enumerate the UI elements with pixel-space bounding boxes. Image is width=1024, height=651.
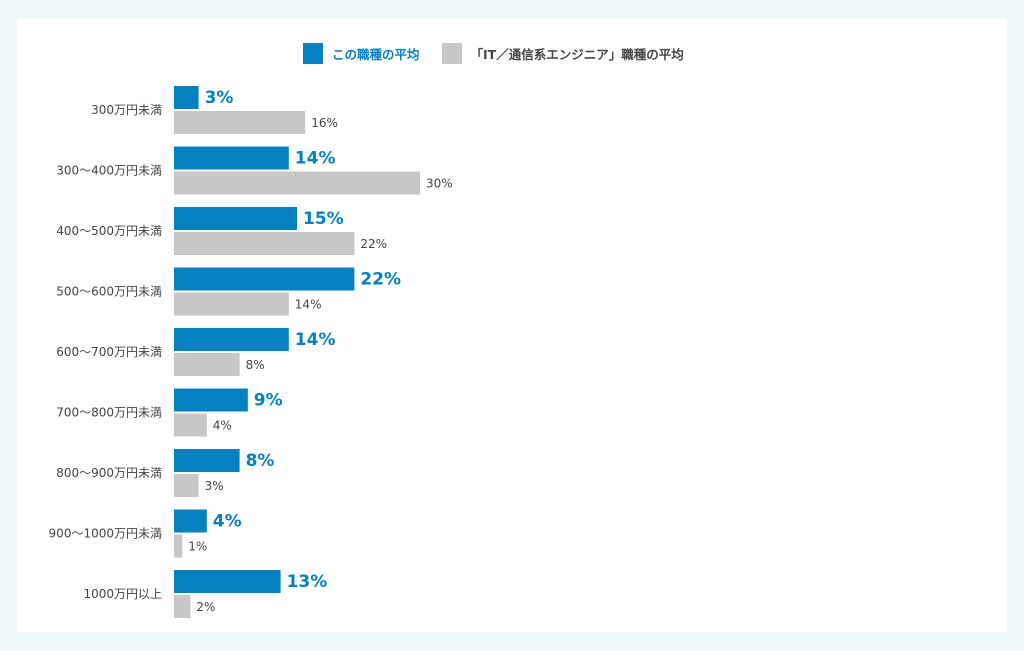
bar-secondary xyxy=(174,534,183,558)
data-label-secondary: 14% xyxy=(295,298,322,312)
legend-item-primary: この職種の平均 xyxy=(303,43,420,64)
data-label-primary: 14% xyxy=(295,330,336,350)
bar-primary xyxy=(174,328,289,351)
chart-card: この職種の平均 「IT／通信系エンジニア」職種の平均 300万円未満 3% 16% 3… xyxy=(17,19,1007,632)
data-label-primary: 8% xyxy=(246,451,275,471)
data-label-secondary: 30% xyxy=(426,177,453,191)
bar-secondary xyxy=(174,353,240,376)
legend-swatch-secondary xyxy=(441,43,462,64)
legend: この職種の平均 「IT／通信系エンジニア」職種の平均 xyxy=(303,43,684,64)
bar-secondary xyxy=(174,232,355,255)
legend-item-secondary: 「IT／通信系エンジニア」職種の平均 xyxy=(441,43,684,64)
bar-secondary xyxy=(174,413,207,437)
bar-primary xyxy=(174,509,207,533)
bar-secondary xyxy=(174,595,191,618)
legend-label-primary: この職種の平均 xyxy=(332,47,420,62)
category-label: 600〜700万円未満 xyxy=(56,345,162,359)
data-label-primary: 9% xyxy=(254,391,283,411)
data-label-primary: 15% xyxy=(303,209,344,229)
data-label-secondary: 8% xyxy=(246,358,265,372)
category-label: 500〜600万円未満 xyxy=(56,285,162,299)
bar-primary xyxy=(174,449,240,472)
data-label-secondary: 16% xyxy=(311,116,338,130)
bar-primary xyxy=(174,570,281,593)
data-label-primary: 13% xyxy=(287,572,328,592)
category-label: 1000万円以上 xyxy=(83,587,162,601)
bar-secondary xyxy=(174,111,306,134)
bar-primary xyxy=(174,146,289,170)
data-label-secondary: 1% xyxy=(188,540,207,554)
data-label-primary: 3% xyxy=(205,88,234,108)
data-label-primary: 22% xyxy=(360,270,401,290)
category-label: 300〜400万円未満 xyxy=(56,164,162,178)
category-label: 400〜500万円未満 xyxy=(56,224,162,238)
bar-secondary xyxy=(174,474,199,497)
bar-chart: 300万円未満 3% 16% 300〜400万円未満 14% 30% 400〜500万円未満… xyxy=(49,86,453,618)
bar-primary xyxy=(174,86,199,109)
category-label: 900〜1000万円未満 xyxy=(49,527,162,541)
data-label-primary: 4% xyxy=(213,512,242,532)
bar-primary xyxy=(174,207,297,230)
bar-primary xyxy=(174,388,248,412)
category-label: 300万円未満 xyxy=(91,103,162,117)
data-label-secondary: 22% xyxy=(360,237,387,251)
legend-swatch-primary xyxy=(303,43,323,64)
data-label-secondary: 4% xyxy=(213,419,232,433)
bar-secondary xyxy=(174,171,420,195)
category-label: 800〜900万円未満 xyxy=(56,466,162,480)
legend-label-secondary: 「IT／通信系エンジニア」職種の平均 xyxy=(470,47,684,62)
data-label-secondary: 3% xyxy=(205,479,224,493)
data-label-secondary: 2% xyxy=(196,600,215,614)
bar-primary xyxy=(174,267,355,291)
bar-secondary xyxy=(174,292,289,316)
category-label: 700〜800万円未満 xyxy=(56,406,162,420)
data-label-primary: 14% xyxy=(295,149,336,169)
